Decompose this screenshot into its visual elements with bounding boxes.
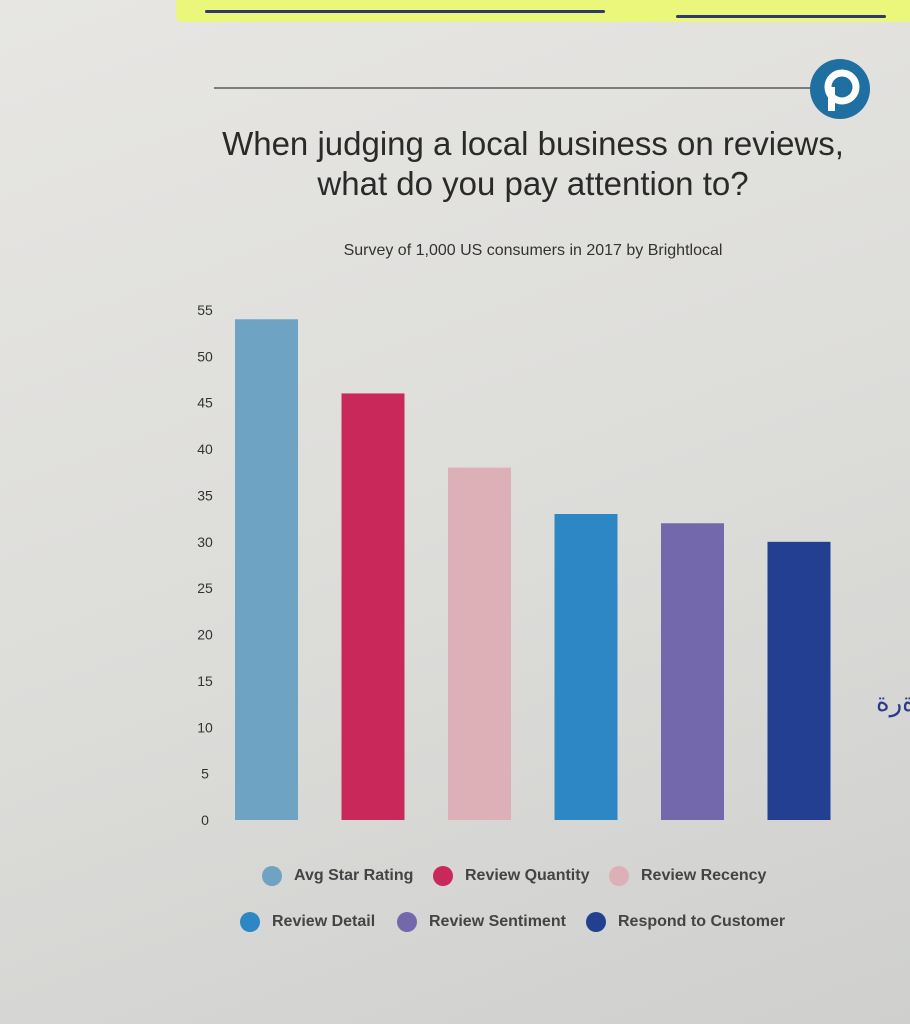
pen-underline-mark xyxy=(205,10,605,13)
y-tick-label: 35 xyxy=(197,487,213,503)
bar-chart: 0 5 10 15 20 25 30 35 40 45 50 55 xyxy=(197,302,831,828)
bar-review-quantity xyxy=(341,393,405,820)
bar-review-recency xyxy=(448,467,511,820)
legend-item: Review Detail xyxy=(240,912,375,932)
legend-label: Respond to Customer xyxy=(618,913,786,930)
bar-review-detail xyxy=(554,514,618,820)
legend-label: Review Sentiment xyxy=(429,913,566,930)
legend-swatch xyxy=(397,912,417,932)
bar-avg-star-rating xyxy=(235,319,298,820)
legend-label: Review Quantity xyxy=(465,867,590,884)
y-tick-label: 15 xyxy=(197,673,213,689)
legend-label: Review Detail xyxy=(272,913,376,930)
chart-title: When judging a local business on reviews… xyxy=(222,125,844,202)
y-tick-label: 30 xyxy=(197,534,213,550)
legend-swatch xyxy=(240,912,260,932)
chart-subtitle: Survey of 1,000 US consumers in 2017 by … xyxy=(343,242,723,259)
legend-item: Review Quantity xyxy=(433,866,589,886)
header-rule xyxy=(214,87,814,89)
y-tick-label: 10 xyxy=(197,719,213,735)
bar-respond-to-customer xyxy=(767,541,831,820)
legend-swatch xyxy=(609,866,629,886)
bar-review-sentiment xyxy=(661,523,724,820)
handwritten-margin-note: ةرة xyxy=(876,688,910,718)
legend-item: Avg Star Rating xyxy=(262,866,413,886)
legend-label: Avg Star Rating xyxy=(294,867,414,884)
y-tick-label: 0 xyxy=(201,812,209,828)
legend-item: Respond to Customer xyxy=(586,912,785,932)
legend-swatch xyxy=(433,866,453,886)
y-tick-label: 20 xyxy=(197,627,213,643)
legend-label: Review Recency xyxy=(641,867,767,884)
pen-underline-mark-2 xyxy=(676,15,886,18)
y-tick-label: 55 xyxy=(197,302,213,318)
y-tick-label: 45 xyxy=(197,395,213,411)
legend-swatch xyxy=(262,866,282,886)
y-tick-label: 50 xyxy=(197,348,213,364)
legend-item: Review Recency xyxy=(609,866,766,886)
y-tick-label: 5 xyxy=(201,766,209,782)
y-tick-label: 25 xyxy=(197,580,213,596)
y-tick-label: 40 xyxy=(197,441,213,457)
legend-item: Review Sentiment xyxy=(397,912,566,932)
legend-swatch xyxy=(586,912,606,932)
brightlocal-logo-icon xyxy=(810,59,870,119)
